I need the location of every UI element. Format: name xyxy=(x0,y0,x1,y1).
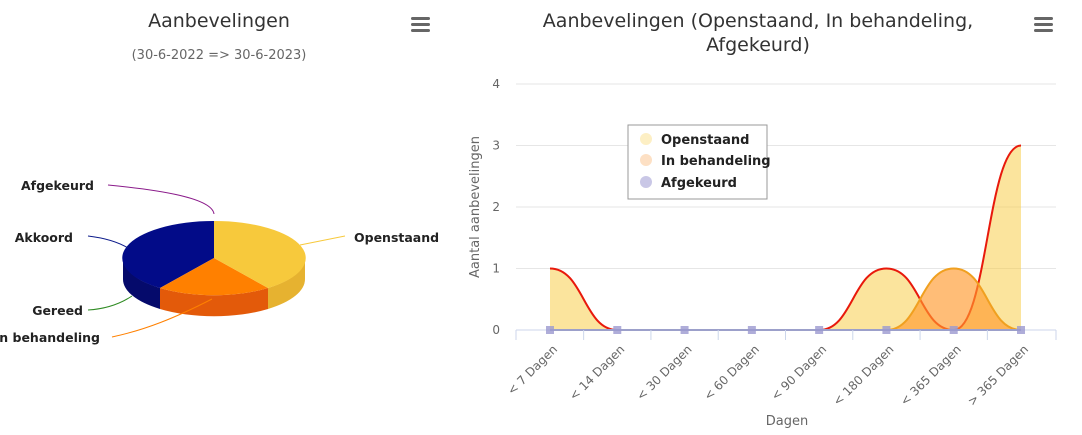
connector-afgekeurd xyxy=(107,184,215,215)
hamburger-menu-icon[interactable] xyxy=(411,16,430,33)
area-chart-title-line1: Aanbevelingen (Openstaand, In behandelin… xyxy=(543,10,973,32)
x-axis xyxy=(515,329,1057,340)
area-chart-title-line2: Afgekeurd) xyxy=(706,34,810,56)
pie-label-gereed: Gereed xyxy=(32,303,83,318)
connector-gereed xyxy=(87,295,133,311)
pie-slice-akkoord[interactable] xyxy=(122,220,214,288)
data-marker[interactable] xyxy=(815,326,824,334)
y-tick-label: 0 xyxy=(492,323,500,337)
pie-side-akkoord xyxy=(122,258,160,309)
x-tick-label: < 90 Dagen xyxy=(768,342,829,403)
data-marker[interactable] xyxy=(680,326,689,334)
y-tick-label: 4 xyxy=(492,77,500,91)
pie-chart-panel: Aanbevelingen (30-6-2022 => 30-6-2023) O… xyxy=(0,10,439,345)
pie-label-afgekeurd: Afgekeurd xyxy=(21,178,94,193)
data-marker[interactable] xyxy=(882,326,891,334)
pie-3d xyxy=(122,220,306,317)
area-in-behandeling[interactable] xyxy=(550,268,1021,331)
connector-akkoord xyxy=(87,235,129,249)
pie-slice-in-behandeling[interactable] xyxy=(160,258,268,296)
y-tick-label: 1 xyxy=(492,262,500,276)
x-tick-label: < 180 Dagen xyxy=(830,342,896,408)
pie-side-in-behandeling xyxy=(160,288,268,317)
y-axis-ticks: 0 1 2 3 4 xyxy=(492,77,500,337)
legend-item-afgekeurd[interactable]: Afgekeurd xyxy=(640,176,737,191)
data-marker[interactable] xyxy=(613,326,622,334)
area-openstaand[interactable] xyxy=(550,145,1021,331)
legend-label-openstaand: Openstaand xyxy=(661,133,750,148)
x-axis-labels: < 7 Dagen < 14 Dagen < 30 Dagen < 60 Dagen <… xyxy=(505,342,1032,408)
y-axis-title: Aantal aanbevelingen xyxy=(468,136,483,278)
legend-label-in-behandeling: In behandeling xyxy=(661,154,771,169)
y-tick-label: 2 xyxy=(492,200,500,214)
legend-label-afgekeurd: Afgekeurd xyxy=(661,176,737,191)
pie-slice-openstaand[interactable] xyxy=(214,220,306,288)
data-marker[interactable] xyxy=(747,326,756,334)
data-marker[interactable] xyxy=(1017,326,1025,334)
pie-label-openstaand: Openstaand xyxy=(354,230,439,245)
legend-symbol-openstaand xyxy=(640,133,652,145)
area-chart-panel: Aanbevelingen (Openstaand, In behandelin… xyxy=(468,10,1057,429)
pie-chart-subtitle: (30-6-2022 => 30-6-2023) xyxy=(132,48,307,63)
x-tick-label: > 365 Dagen xyxy=(965,342,1031,408)
pie-chart-title: Aanbevelingen xyxy=(148,10,290,32)
x-tick-label: < 14 Dagen xyxy=(566,342,627,403)
x-tick-label: < 365 Dagen xyxy=(898,342,964,408)
connector-in-behandeling xyxy=(111,298,213,338)
legend-item-openstaand[interactable]: Openstaand xyxy=(640,133,750,148)
legend-symbol-in-behandeling xyxy=(640,154,652,166)
pie-side-openstaand xyxy=(268,258,306,309)
pie-label-akkoord: Akkoord xyxy=(15,230,73,245)
data-marker[interactable] xyxy=(546,326,554,334)
y-tick-label: 3 xyxy=(492,139,500,153)
x-tick-label: < 30 Dagen xyxy=(634,342,695,403)
legend-item-in-behandeling[interactable]: In behandeling xyxy=(640,154,771,169)
data-markers xyxy=(546,326,1025,334)
series-areas xyxy=(549,144,1022,332)
hamburger-menu-icon[interactable] xyxy=(1034,16,1053,33)
legend-symbol-afgekeurd xyxy=(640,176,652,188)
legend: Openstaand In behandeling Afgekeurd xyxy=(627,124,771,200)
x-axis-title: Dagen xyxy=(766,414,808,429)
x-tick-label: < 7 Dagen xyxy=(505,342,561,398)
connector-openstaand xyxy=(299,235,346,246)
x-tick-label: < 60 Dagen xyxy=(701,342,762,403)
data-marker[interactable] xyxy=(949,326,958,334)
pie-label-in-behandeling: In behandeling xyxy=(0,330,100,345)
